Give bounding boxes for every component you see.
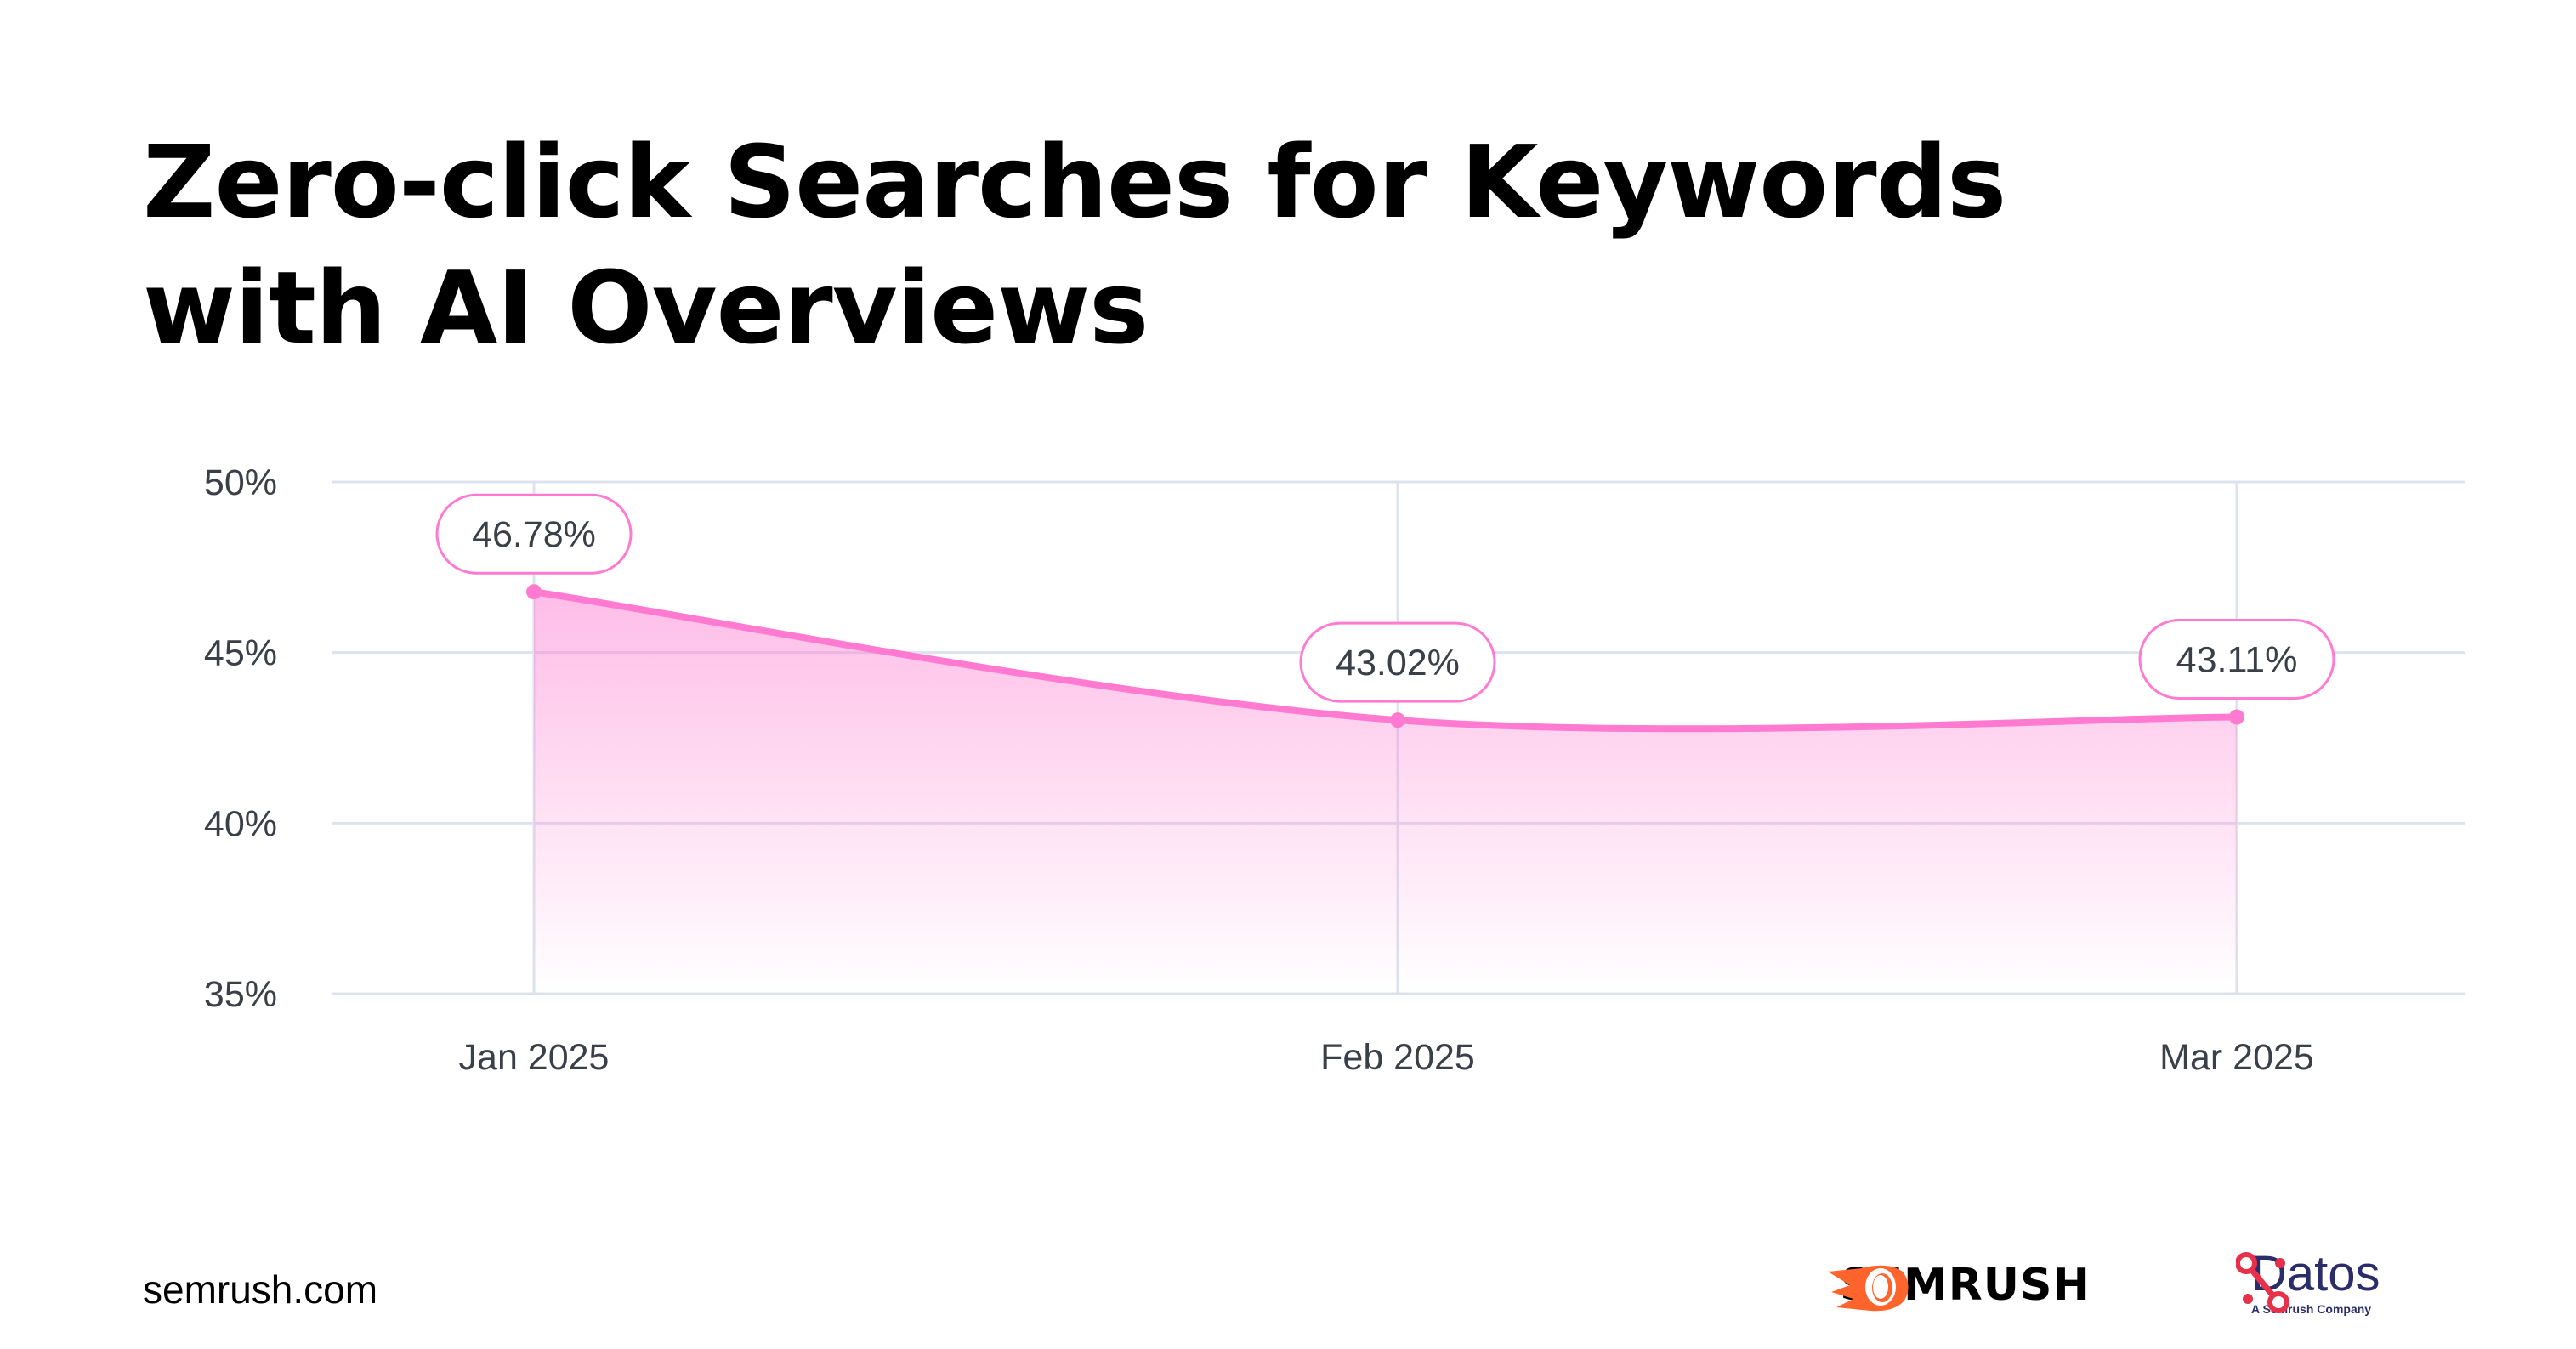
title-line-2: with AI Overviews (143, 249, 1149, 366)
datos-logo: Datos A Semrush Company (2236, 1250, 2380, 1316)
data-point (1390, 712, 1405, 728)
data-label-pill (435, 493, 633, 575)
data-label: 43.02% (1336, 643, 1460, 683)
site-url: semrush.com (143, 1267, 378, 1312)
x-tick-label: Feb 2025 (1320, 1037, 1475, 1078)
semrush-logo: SEMRUSH (1828, 1260, 2091, 1312)
x-tick-label: Mar 2025 (2159, 1037, 2314, 1078)
x-tick-label: Jan 2025 (459, 1037, 610, 1078)
semrush-flame-icon (1828, 1265, 1909, 1312)
data-point (526, 584, 542, 600)
data-label: 46.78% (472, 514, 596, 555)
y-tick-label: 45% (204, 633, 277, 674)
datos-nodes-icon (2236, 1252, 2289, 1313)
y-tick-label: 50% (204, 462, 277, 503)
data-label-pill (2138, 619, 2335, 700)
datos-wordmark: Datos (2251, 1246, 2380, 1301)
y-tick-label: 40% (204, 803, 277, 844)
chart-title: Zero-click Searches for Keywords with AI… (143, 119, 2006, 371)
data-label-pill (1299, 621, 1496, 703)
y-tick-label: 35% (204, 974, 277, 1015)
title-line-1: Zero-click Searches for Keywords (143, 123, 2006, 241)
data-point (2229, 709, 2244, 725)
area-fill (534, 592, 2237, 994)
data-label: 43.11% (2176, 640, 2298, 681)
